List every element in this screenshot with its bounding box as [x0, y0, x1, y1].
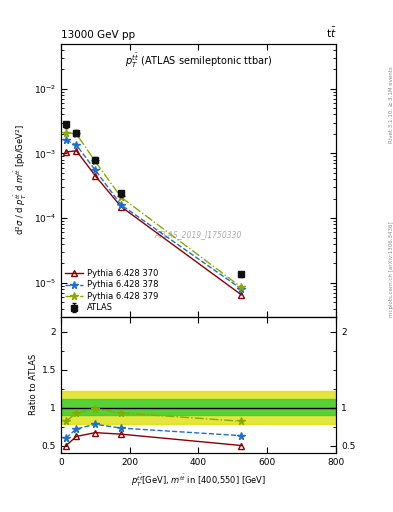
Y-axis label: d$^2\sigma$ / d $p_T^{t\bar{t}}$ d $m^{t\bar{t}}$ [pb/GeV$^2$]: d$^2\sigma$ / d $p_T^{t\bar{t}}$ d $m^{t… [13, 124, 29, 236]
Pythia 6.428 379 [74, 131, 79, 137]
Line: Pythia 6.428 378: Pythia 6.428 378 [62, 136, 245, 293]
Line: Pythia 6.428 370: Pythia 6.428 370 [63, 148, 244, 297]
Pythia 6.428 370 [119, 204, 123, 210]
Pythia 6.428 379 [93, 158, 97, 164]
Pythia 6.428 379 [64, 130, 68, 136]
Text: mcplots.cern.ch [arXiv:1306.3436]: mcplots.cern.ch [arXiv:1306.3436] [389, 222, 393, 317]
Pythia 6.428 370 [64, 149, 68, 155]
Pythia 6.428 378 [64, 137, 68, 143]
Pythia 6.428 379 [119, 194, 123, 200]
Line: Pythia 6.428 379: Pythia 6.428 379 [62, 129, 245, 291]
Text: ATLAS_2019_I1750330: ATLAS_2019_I1750330 [155, 230, 242, 239]
X-axis label: $p_T^{t\bar{t}}$[GeV], $m^{t\bar{t}}$ in [400,550] [GeV]: $p_T^{t\bar{t}}$[GeV], $m^{t\bar{t}}$ in… [131, 473, 266, 488]
Pythia 6.428 370 [239, 292, 244, 298]
Pythia 6.428 370 [74, 147, 79, 154]
Pythia 6.428 379 [239, 284, 244, 290]
Pythia 6.428 378 [93, 167, 97, 173]
Pythia 6.428 378 [74, 142, 79, 148]
Bar [61, 391, 336, 424]
Text: 13000 GeV pp: 13000 GeV pp [61, 30, 135, 40]
Pythia 6.428 370 [93, 173, 97, 179]
Bar [61, 398, 336, 415]
Y-axis label: Ratio to ATLAS: Ratio to ATLAS [29, 354, 37, 415]
Text: t$\bar{t}$: t$\bar{t}$ [325, 26, 336, 40]
Pythia 6.428 378 [239, 286, 244, 292]
Pythia 6.428 378 [119, 202, 123, 208]
Text: Rivet 3.1.10, ≥ 3.1M events: Rivet 3.1.10, ≥ 3.1M events [389, 67, 393, 143]
Text: $p_T^{t\bar{t}}$ (ATLAS semileptonic ttbar): $p_T^{t\bar{t}}$ (ATLAS semileptonic ttb… [125, 52, 272, 70]
Legend: Pythia 6.428 370, Pythia 6.428 378, Pythia 6.428 379, ATLAS: Pythia 6.428 370, Pythia 6.428 378, Pyth… [65, 269, 158, 312]
